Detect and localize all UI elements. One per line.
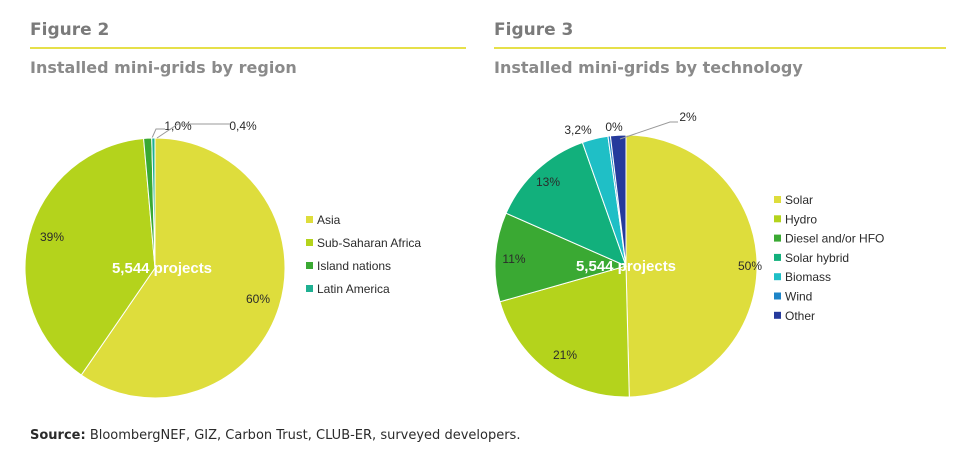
source-note: Source: BloombergNEF, GIZ, Carbon Trust,… bbox=[30, 428, 520, 443]
pie-slice-latin-america bbox=[151, 137, 156, 269]
figure-2-rule bbox=[30, 47, 466, 49]
data-label-other: 2% bbox=[679, 110, 697, 124]
data-label-hydro: 21% bbox=[553, 348, 577, 362]
data-label-diesel-and-or-hfo: 11% bbox=[502, 252, 525, 266]
center-label: 5,544 projects bbox=[112, 260, 212, 277]
figure-2-label: Figure 2 bbox=[30, 20, 110, 40]
legend-label-wind: Wind bbox=[785, 290, 812, 304]
legend-swatch-biomass bbox=[774, 273, 781, 281]
legend-label-island-nations: Island nations bbox=[317, 259, 391, 273]
legend-swatch-other bbox=[774, 311, 781, 319]
legend-label-sub-saharan-africa: Sub-Saharan Africa bbox=[317, 236, 421, 250]
pie-slice-hydro bbox=[499, 265, 630, 398]
legend-swatch-solar bbox=[774, 196, 781, 203]
legend-swatch-solar-hybrid bbox=[774, 253, 781, 261]
pie-slice-diesel-and-or-hfo bbox=[494, 212, 628, 303]
legend-swatch-island-nations bbox=[306, 262, 313, 269]
figure-3-label: Figure 3 bbox=[494, 20, 574, 40]
legend-swatch-latin-america bbox=[306, 285, 313, 292]
legend-label-diesel-and-or-hfo: Diesel and/or HFO bbox=[785, 232, 884, 246]
legend-label-biomass: Biomass bbox=[785, 270, 831, 284]
pie-slice-solar-hybrid bbox=[505, 141, 627, 267]
source-label: Source: bbox=[30, 428, 86, 443]
figure-3-panel: Figure 3 Installed mini-grids by technol… bbox=[480, 0, 968, 420]
center-label: 5,544 projects bbox=[576, 258, 676, 275]
legend-label-hydro: Hydro bbox=[785, 212, 817, 226]
pie-slice-other bbox=[609, 134, 627, 267]
figure-2-title: Installed mini-grids by region bbox=[30, 58, 297, 77]
legend-label-latin-america: Latin America bbox=[317, 282, 390, 296]
data-label-solar-hybrid: 13% bbox=[536, 175, 560, 189]
legend-swatch-wind bbox=[774, 292, 781, 300]
legend-swatch-hydro bbox=[774, 215, 781, 223]
data-label-sub-saharan-africa: 39% bbox=[40, 230, 64, 244]
data-label-asia: 60% bbox=[246, 292, 270, 306]
legend-swatch-sub-saharan-africa bbox=[306, 239, 313, 246]
pie-slice-solar bbox=[625, 134, 758, 398]
data-label-biomass: 3,2% bbox=[564, 123, 592, 137]
figure-3-title: Installed mini-grids by technology bbox=[494, 58, 803, 77]
data-label-solar: 50% bbox=[738, 259, 762, 273]
figure-3-rule bbox=[494, 47, 946, 49]
legend-label-asia: Asia bbox=[317, 213, 341, 227]
leader-line-other bbox=[619, 121, 678, 140]
source-text: BloombergNEF, GIZ, Carbon Trust, CLUB-ER… bbox=[85, 428, 521, 443]
data-label-latin-america: 0,4% bbox=[229, 119, 257, 133]
leader-line-latin-america bbox=[156, 123, 230, 139]
legend-label-other: Other bbox=[785, 309, 815, 323]
data-label-wind: 0% bbox=[605, 120, 623, 134]
figure-2-panel: Figure 2 Installed mini-grids by region … bbox=[0, 0, 490, 420]
leader-line-island-nations bbox=[151, 128, 165, 139]
legend-swatch-diesel-and-or-hfo bbox=[774, 234, 781, 242]
legend-label-solar: Solar bbox=[785, 193, 813, 207]
pie-slice-sub-saharan-africa bbox=[24, 137, 156, 376]
pie-slice-asia bbox=[80, 137, 286, 399]
technology-pie-chart: 50% Solar 21% Hydro 11% Diesel and/or HFO 13% S… bbox=[494, 110, 884, 398]
region-pie-chart: 60% Asia 39% Sub-Saharan Africa 1,0% Island n… bbox=[24, 119, 421, 399]
data-label-island-nations: 1,0% bbox=[164, 119, 192, 133]
legend-swatch-asia bbox=[306, 216, 313, 223]
legend-label-solar-hybrid: Solar hybrid bbox=[785, 251, 849, 265]
